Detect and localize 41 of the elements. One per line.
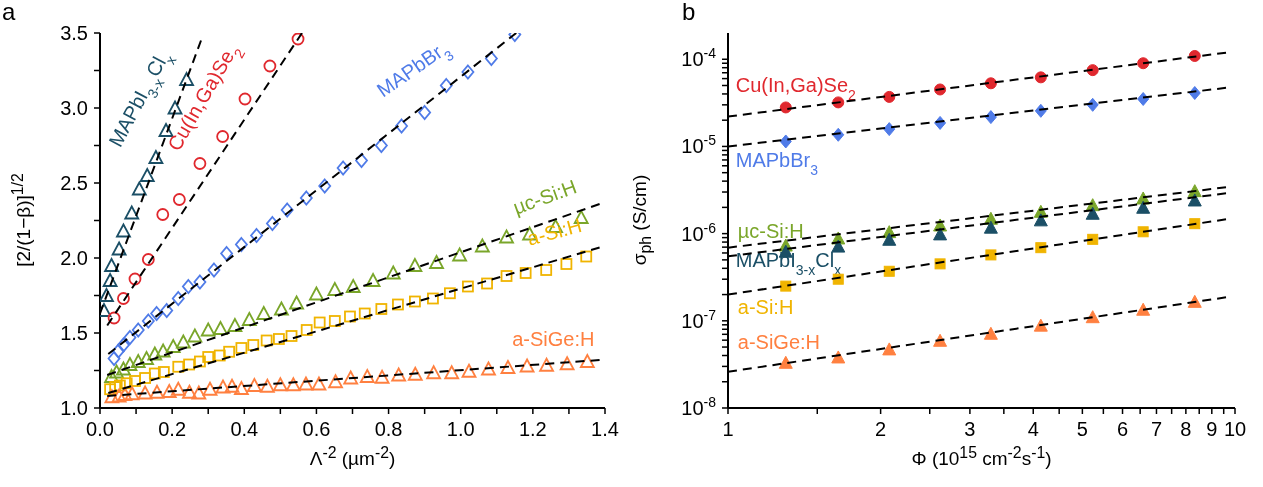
x-tick-label: 4 bbox=[1027, 418, 1039, 440]
x-tick-label: 0.2 bbox=[158, 418, 187, 440]
x-tick-label: 1.0 bbox=[446, 418, 475, 440]
series-label: µc-Si:H bbox=[737, 219, 804, 242]
y-tick-label: 3.5 bbox=[60, 22, 88, 44]
y-tick-label: 2.0 bbox=[60, 247, 88, 269]
chart-title: b bbox=[682, 0, 696, 26]
x-tick-label: 7 bbox=[1150, 418, 1163, 440]
y-tick-label: 10$^{-8}$ bbox=[681, 394, 717, 419]
x-axis-title: Λ$^{-2}$ (µm$^{-2}$) bbox=[308, 444, 397, 471]
series-label: a-SiGe:H bbox=[512, 327, 595, 350]
text: a-Si:H bbox=[524, 213, 585, 250]
series-label: a-Si:H bbox=[737, 296, 794, 319]
y-tick-label: 3.0 bbox=[60, 97, 88, 119]
x-tick-label: 1 bbox=[722, 418, 734, 440]
x-tick-label: 0.4 bbox=[230, 418, 259, 440]
x-axis-title: Φ (10$^{15}$ cm$^{-2}$s$^{-1}$) bbox=[910, 444, 1053, 471]
chart-title: a bbox=[2, 0, 16, 26]
x-tick-label: 5 bbox=[1076, 418, 1088, 440]
x-tick-label: 0.8 bbox=[374, 418, 403, 440]
y-tick-label: 2.5 bbox=[60, 172, 88, 194]
x-tick-label: 3 bbox=[964, 418, 976, 440]
series-label: MAPbBr$_{3}$ bbox=[735, 149, 819, 179]
series-label: Cu(In,Ga)Se$_{2}$ bbox=[735, 74, 857, 104]
y-tick-label: 1.0 bbox=[60, 397, 88, 419]
x-tick-label: 9 bbox=[1206, 418, 1218, 440]
series-label: MAPbI$_{3-x}$Cl$_{x}$ bbox=[735, 248, 842, 278]
x-tick-label: 10 bbox=[1223, 418, 1247, 440]
x-tick-label: 8 bbox=[1180, 418, 1192, 440]
x-tick-label: 2 bbox=[875, 418, 887, 440]
x-tick-label: 0.6 bbox=[302, 418, 331, 440]
y-tick-label: 10$^{-4}$ bbox=[681, 45, 717, 71]
y-tick-label: 1.5 bbox=[60, 322, 88, 344]
y-tick-label: 10$^{-7}$ bbox=[681, 306, 717, 332]
x-tick-label: 1.4 bbox=[591, 418, 619, 440]
x-tick-label: 1.2 bbox=[518, 418, 547, 440]
y-tick-label: 10$^{-5}$ bbox=[681, 132, 717, 158]
y-tick-label: 10$^{-6}$ bbox=[681, 219, 717, 245]
x-tick-label: 6 bbox=[1116, 418, 1129, 440]
x-tick-label: 0.0 bbox=[86, 418, 114, 440]
series-label: a-SiGe:H bbox=[737, 330, 821, 353]
